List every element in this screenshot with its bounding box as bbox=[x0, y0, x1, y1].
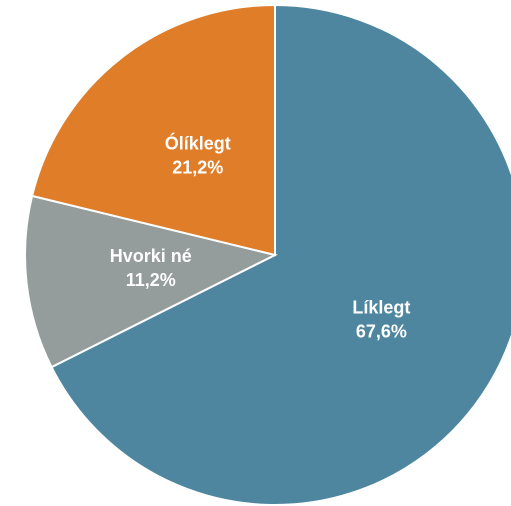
slice-value-label: 21,2% bbox=[172, 157, 223, 177]
slice-value-label: 67,6% bbox=[356, 321, 407, 341]
pie-slice bbox=[50, 3, 511, 506]
slice-label: Líklegt bbox=[352, 297, 410, 317]
slice-label: Hvorki né bbox=[110, 246, 192, 266]
pie-slice bbox=[30, 3, 276, 257]
slice-value-label: 11,2% bbox=[126, 270, 176, 290]
pie-slice bbox=[24, 194, 278, 369]
slice-label: Ólíklegt bbox=[165, 132, 231, 153]
